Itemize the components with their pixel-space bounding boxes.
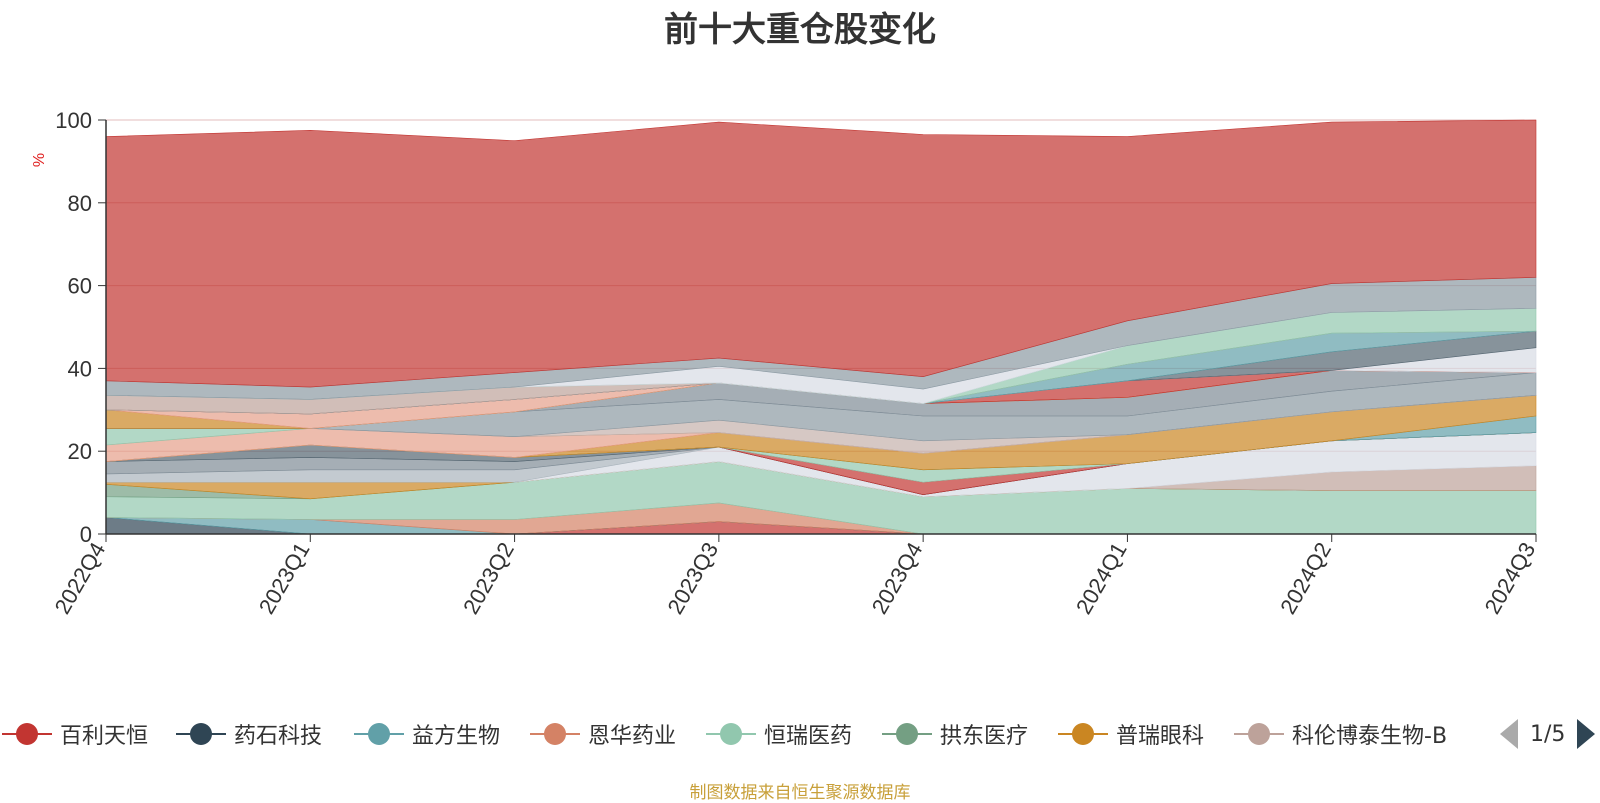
page-next-icon[interactable] (1577, 719, 1596, 749)
legend-label: 拱东医疗 (940, 724, 1029, 749)
legend-marker-icon (1234, 722, 1284, 746)
legend-marker-icon (530, 722, 580, 746)
x-tick-label: 2023Q1 (254, 538, 315, 618)
area-series-group (105, 119, 1537, 535)
y-tick-label: 60 (68, 274, 92, 299)
y-axis-label: % (31, 153, 48, 167)
y-tick-label: 100 (55, 108, 92, 133)
legend-item[interactable]: 科伦博泰生物-B (1234, 712, 1447, 756)
legend-label: 恒瑞医药 (764, 724, 853, 749)
legend-marker-icon (882, 722, 932, 746)
y-tick-label: 20 (68, 439, 92, 464)
legend-marker-icon (354, 722, 404, 746)
chart-title: 前十大重仓股变化 (664, 10, 936, 50)
source-note: 制图数据来自恒生聚源数据库 (689, 783, 911, 803)
x-tick-label: 2024Q1 (1071, 538, 1132, 618)
legend-item[interactable]: 益方生物 (354, 712, 500, 756)
legend-marker-icon (1058, 722, 1108, 746)
x-tick-label: 2023Q4 (867, 538, 928, 618)
y-tick-label: 0 (80, 522, 92, 547)
legend-item[interactable]: 普瑞眼科 (1058, 712, 1204, 756)
legend-label: 普瑞眼科 (1116, 724, 1205, 749)
x-tick-label: 2024Q2 (1275, 538, 1336, 618)
legend-label: 药石科技 (234, 724, 323, 749)
legend-marker-icon (176, 722, 226, 746)
legend-item[interactable]: 恩华药业 (530, 712, 676, 756)
legend-label: 科伦博泰生物-B (1292, 724, 1448, 749)
chart-plot: 0 20 40 60 80 100 2022Q4 2023Q1 2023Q2 2023Q3 2023… (31, 108, 1541, 618)
legend-label: 益方生物 (412, 724, 501, 749)
legend-item[interactable]: 恒瑞医药 (706, 712, 852, 756)
y-tick-label: 40 (68, 356, 92, 381)
x-tick-label: 2024Q3 (1480, 538, 1541, 618)
x-tick-label: 2022Q4 (50, 538, 111, 618)
page-indicator: 1/5 (1530, 721, 1566, 747)
legend: 百利天恒 药石科技 益方生物 恩华药业 恒瑞医药 拱东医疗 普瑞眼科 科伦博泰生… (0, 712, 1600, 756)
area-series-32[interactable] (105, 119, 1537, 388)
page-prev-icon[interactable] (1500, 719, 1518, 749)
y-tick-label: 80 (68, 191, 92, 216)
legend-item[interactable]: 拱东医疗 (882, 712, 1028, 756)
legend-marker-icon (706, 722, 756, 746)
x-tick-label: 2023Q2 (458, 538, 519, 618)
x-tick-label: 2023Q3 (662, 538, 723, 618)
legend-pager: 1/5 (1500, 712, 1596, 756)
legend-item[interactable]: 药石科技 (176, 712, 322, 756)
legend-label: 百利天恒 (60, 724, 149, 749)
legend-item[interactable]: 百利天恒 (2, 712, 148, 756)
legend-marker-icon (2, 722, 52, 746)
legend-label: 恩华药业 (588, 724, 677, 749)
